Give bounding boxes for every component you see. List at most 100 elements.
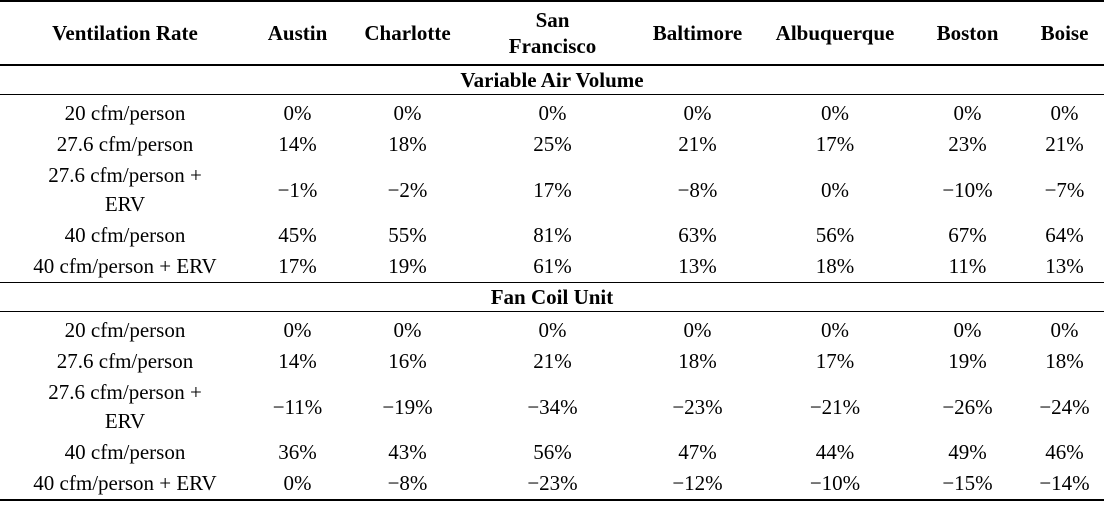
cell-boston: 23%: [948, 132, 987, 156]
cell-boston: 19%: [948, 349, 987, 373]
cell-charlotte: 0%: [393, 101, 422, 125]
cell-charlotte: 16%: [388, 349, 427, 373]
cell-baltimore: 18%: [678, 349, 717, 373]
cell-baltimore: 21%: [678, 132, 717, 156]
cell-san-francisco: −23%: [470, 468, 635, 501]
header-ventilation-rate: Ventilation Rate: [0, 0, 250, 66]
cell-boise: 46%: [1045, 440, 1084, 464]
cell-boise: 13%: [1045, 254, 1084, 278]
cell-baltimore: −23%: [672, 394, 723, 419]
header-sf-line1: San: [535, 8, 570, 32]
cell-baltimore: 0%: [683, 101, 712, 125]
cell-boston: 11%: [948, 254, 987, 278]
cell-austin: 0%: [250, 468, 345, 501]
cell-boston: −10%: [942, 177, 993, 202]
table-row: 40 cfm/person 45% 55% 81% 63% 56% 67% 64…: [0, 220, 1104, 251]
cell-san-francisco: 0%: [538, 101, 567, 125]
table-row: 27.6 cfm/person 14% 16% 21% 18% 17% 19% …: [0, 346, 1104, 377]
cell-baltimore: 47%: [678, 440, 717, 464]
cell-baltimore: 13%: [678, 254, 717, 278]
cell-albuquerque: 44%: [815, 440, 855, 464]
cell-san-francisco: 61%: [533, 254, 572, 278]
row-label-line2: ERV: [104, 192, 146, 216]
cell-austin: −1%: [277, 177, 318, 202]
cell-albuquerque: 0%: [821, 101, 849, 125]
row-label: 27.6 cfm/person + ERV: [0, 160, 250, 220]
row-label: 40 cfm/person + ERV: [0, 468, 250, 501]
cell-boise: −14%: [1025, 468, 1104, 501]
cell-charlotte: 55%: [388, 223, 427, 247]
header-charlotte: Charlotte: [345, 0, 470, 66]
header-row: Ventilation Rate Austin Charlotte San Fr…: [0, 0, 1104, 66]
cell-albuquerque: 17%: [815, 349, 855, 373]
table-row: 27.6 cfm/person + ERV −1% −2% 17% −8% 0%…: [0, 160, 1104, 220]
cell-austin: 14%: [278, 132, 317, 156]
row-label: 20 cfm/person: [64, 101, 186, 125]
cell-albuquerque: 0%: [821, 177, 849, 202]
cell-san-francisco: −34%: [527, 394, 578, 419]
table-row: 40 cfm/person + ERV 0% −8% −23% −12% −10…: [0, 468, 1104, 501]
cell-san-francisco: 0%: [538, 318, 567, 342]
cell-baltimore: 0%: [683, 318, 712, 342]
cell-boston: −26%: [942, 394, 993, 419]
table-row: 27.6 cfm/person 14% 18% 25% 21% 17% 23% …: [0, 129, 1104, 160]
section-row-fcu: Fan Coil Unit: [0, 282, 1104, 312]
cell-charlotte: −2%: [387, 177, 428, 202]
header-boise: Boise: [1025, 0, 1104, 66]
table-row: 20 cfm/person 0% 0% 0% 0% 0% 0% 0%: [0, 312, 1104, 347]
cell-boise: 21%: [1045, 132, 1084, 156]
cell-boston: −15%: [910, 468, 1025, 501]
table-row: 40 cfm/person 36% 43% 56% 47% 44% 49% 46…: [0, 437, 1104, 468]
header-boston: Boston: [910, 0, 1025, 66]
cell-san-francisco: 25%: [533, 132, 572, 156]
cell-charlotte: 19%: [388, 254, 427, 278]
cell-charlotte: 18%: [388, 132, 427, 156]
cell-san-francisco: 17%: [533, 177, 572, 202]
section-row-vav: Variable Air Volume: [0, 65, 1104, 95]
cell-austin: 36%: [278, 440, 317, 464]
cell-albuquerque: 0%: [821, 318, 849, 342]
row-label-line1: 27.6 cfm/person +: [48, 380, 202, 404]
cell-charlotte: 0%: [393, 318, 422, 342]
section-title: Fan Coil Unit: [0, 282, 1104, 312]
cell-boise: 18%: [1045, 349, 1084, 373]
cell-austin: 45%: [278, 223, 317, 247]
table-row: 40 cfm/person + ERV 17% 19% 61% 13% 18% …: [0, 251, 1104, 283]
cell-austin: 0%: [283, 318, 312, 342]
cell-charlotte: −19%: [382, 394, 433, 419]
cell-albuquerque: −21%: [809, 394, 861, 419]
cell-boise: 64%: [1045, 223, 1084, 247]
table-row: 27.6 cfm/person + ERV −11% −19% −34% −23…: [0, 377, 1104, 437]
row-label: 40 cfm/person: [64, 223, 186, 247]
row-label-line1: 27.6 cfm/person +: [48, 163, 202, 187]
header-austin: Austin: [250, 0, 345, 66]
cell-san-francisco: 21%: [533, 349, 572, 373]
header-albuquerque: Albuquerque: [760, 0, 910, 66]
header-sf-line2: Francisco: [508, 34, 597, 58]
header-san-francisco: San Francisco: [470, 0, 635, 66]
cell-san-francisco: 56%: [533, 440, 572, 464]
cell-baltimore: 63%: [678, 223, 717, 247]
section-title: Variable Air Volume: [0, 65, 1104, 95]
cell-boise: 0%: [1050, 318, 1079, 342]
row-label: 20 cfm/person: [64, 318, 186, 342]
row-label: 40 cfm/person + ERV: [33, 254, 217, 278]
cell-albuquerque: 18%: [815, 254, 855, 278]
cell-boston: 0%: [953, 101, 982, 125]
cell-charlotte: −8%: [345, 468, 470, 501]
cell-boston: 49%: [948, 440, 987, 464]
cell-albuquerque: −10%: [760, 468, 910, 501]
cell-san-francisco: 81%: [533, 223, 572, 247]
cell-boise: −24%: [1039, 394, 1090, 419]
cell-boise: 0%: [1050, 101, 1079, 125]
row-label: 27.6 cfm/person + ERV: [0, 377, 250, 437]
cell-baltimore: −8%: [677, 177, 718, 202]
row-label: 40 cfm/person: [64, 440, 186, 464]
cell-austin: 0%: [283, 101, 312, 125]
cell-boise: −7%: [1044, 177, 1085, 202]
cell-albuquerque: 56%: [815, 223, 855, 247]
cell-baltimore: −12%: [635, 468, 760, 501]
row-label-line2: ERV: [104, 409, 146, 433]
row-label: 27.6 cfm/person: [56, 349, 194, 373]
